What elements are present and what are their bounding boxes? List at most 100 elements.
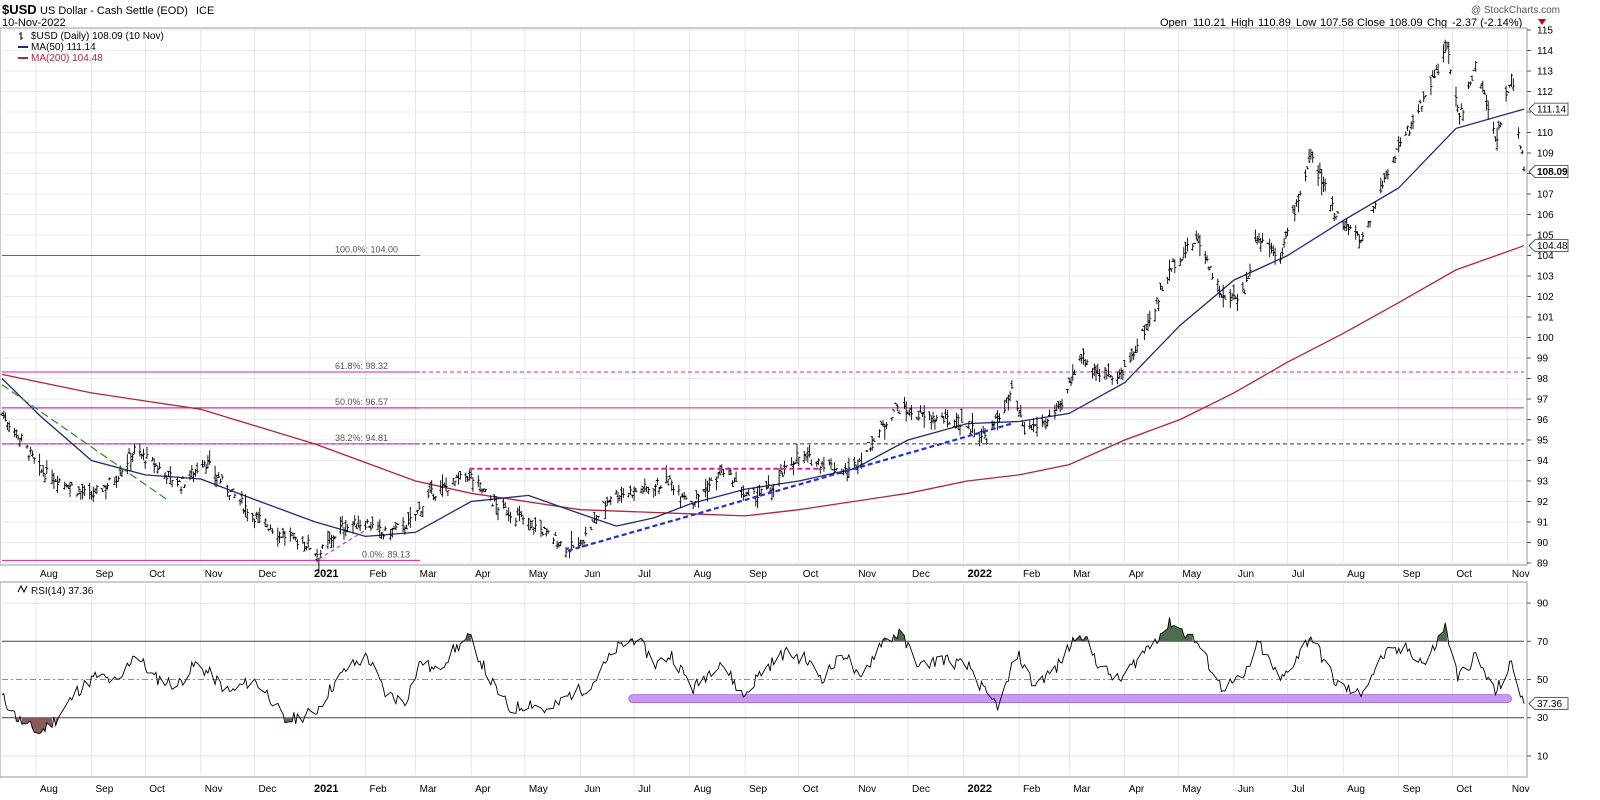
rsi-x-tick-label: Jul [638,784,651,795]
rsi-layer [1,617,1525,735]
rsi-overbought-fill [1158,617,1193,642]
chg-down-icon [1538,19,1546,25]
high-label: High [1231,17,1254,29]
trendline-rising-support [567,422,1013,552]
rsi-x-tick-label: Sep [96,784,114,795]
price-tag-box [1528,165,1569,179]
x-tick-label: Jun [584,569,600,580]
x-tick-label: Oct [1456,569,1472,580]
price-tick-label: 101 [1537,313,1554,324]
rsi-tick-label: 90 [1537,599,1549,610]
x-tick-label: 2022 [968,568,992,580]
close-label: Close [1357,17,1385,29]
high-value: 110.89 [1258,17,1291,29]
rsi-x-tick-label: Nov [1512,784,1530,795]
x-tick-label: Sep [749,569,767,580]
chart-date: 10-Nov-2022 [2,17,66,29]
price-tick-label: 93 [1537,477,1549,488]
price-tick-label: 102 [1537,292,1554,303]
rsi-support-band-shape [628,694,1512,703]
ma200-line [1,245,1525,517]
price-tick-label: 110 [1537,128,1553,139]
rsi-x-tick-label: Dec [258,784,276,795]
rsi-x-tick-label: Mar [420,784,438,795]
x-tick-label: Nov [858,569,876,580]
trendline-2020-downtrend [1,384,168,500]
rsi-x-tick-label: Feb [1023,784,1041,795]
price-tick-label: 107 [1537,190,1554,201]
rsi-current-tag: 37.36 [1528,697,1569,710]
x-tick-label: 2021 [314,568,338,580]
rsi-tick-label: 30 [1537,713,1549,724]
rsi-x-tick-label: Aug [1347,784,1365,795]
x-tick-label: Oct [803,569,819,580]
rsi-overbought-fill [1438,622,1447,642]
x-tick-label: Sep [1403,569,1421,580]
rsi-x-tick-label: Sep [749,784,767,795]
price-tick-label: 98 [1537,374,1549,385]
price-layer [0,39,1526,571]
low-value: 107.58 [1320,17,1354,29]
rsi-x-tick-label: Dec [912,784,930,795]
price-tick-label: 97 [1537,395,1549,406]
x-tick-label: Apr [475,569,491,580]
x-tick-label: Nov [205,569,223,580]
rsi-panel: 10 30 50 70 90 37.36 Aug Sep Oct Nov Dec 2021 Feb Ma… [0,581,1569,795]
rsi-line [1,617,1525,735]
rsi-x-tick-label: Feb [369,784,387,795]
rsi-swatch-icon [17,584,28,594]
price-tick-label: 95 [1537,436,1549,447]
price-tick-label: 109 [1537,149,1554,160]
legend-rsi-text: RSI(14) 37.36 [31,586,94,597]
rsi-x-tick-label: Mar [1073,784,1091,795]
rsi-x-tick-label: Apr [475,784,491,795]
price-tick-label: 99 [1537,354,1549,365]
ohlc-bar-icon [19,32,23,40]
x-tick-label: Dec [912,569,930,580]
price-tag-box [1528,239,1569,253]
rsi-x-tick-label: Jun [1238,784,1254,795]
legend-ma200: MA(200) 104.48 [18,53,103,64]
price-tick-label: 112 [1537,87,1553,98]
x-tick-label: Jul [1292,569,1305,580]
rsi-x-tick-label: Aug [694,784,712,795]
x-tick-label: Sep [96,569,114,580]
watermark: @ StockCharts.com [1471,5,1560,16]
trendline-jan-2021-bounce [318,529,366,560]
x-tick-label: Mar [1073,569,1091,580]
price-tick-label: 113 [1537,67,1553,78]
legend-ma50: MA(50) 111.14 [18,42,96,53]
fib-level-label: 61.8%: 98.32 [335,361,388,371]
x-tick-label: Jul [638,569,651,580]
price-tick-label: 115 [1537,26,1553,37]
close-value: 108.09 [1389,17,1423,29]
fib-level-label: 50.0%: 96.57 [335,397,388,407]
symbol-title: $USD [2,2,37,17]
rsi-x-tick-label: Oct [149,784,165,795]
ohlc-readout: Open 110.21 High 110.89 Low 107.58 Close… [1160,17,1546,29]
chg-label: Chg [1427,17,1447,29]
rsi-x-tick-label: Aug [40,784,58,795]
price-x-axis: Aug Sep Oct Nov Dec 2021 Feb Mar Apr May Jun Jul Aug… [40,568,1530,580]
fib-level-label: 38.2%: 94.81 [335,433,388,443]
x-tick-label: Jun [1238,569,1254,580]
price-tick-label: 90 [1537,538,1549,549]
price-tick-label: 114 [1537,46,1553,57]
legend-ma50-text: MA(50) 111.14 [31,42,96,53]
x-tick-label: May [1182,569,1201,580]
x-tick-label: Feb [369,569,387,580]
price-panel: 100.0%: 104.00 61.8%: 98.32 50.0%: 96.57 38… [0,26,1569,580]
legend-ma200-text: MA(200) 104.48 [31,53,103,64]
rsi-x-tick-label: Nov [858,784,876,795]
rsi-x-tick-label: Jul [1292,784,1305,795]
legend-rsi: RSI(14) 37.36 [17,584,94,597]
rsi-x-axis: Aug Sep Oct Nov Dec 2021 Feb Mar Apr May Jun Jul Aug… [40,783,1530,795]
rsi-tag-label: 37.36 [1537,699,1562,710]
x-tick-label: Apr [1129,569,1145,580]
x-tick-label: Aug [1347,569,1365,580]
price-tag-box [1528,102,1569,116]
low-label: Low [1296,17,1316,29]
price-tick-label: 91 [1537,518,1549,529]
chg-value: -2.37 (-2.14%) [1452,17,1522,29]
